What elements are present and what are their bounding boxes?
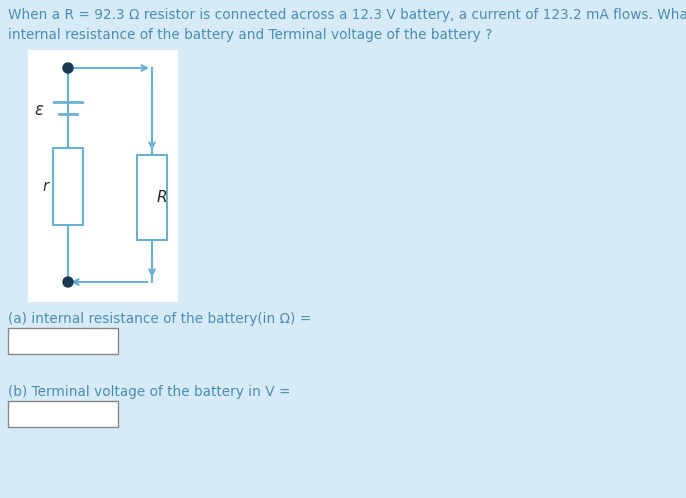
Text: R: R — [157, 190, 167, 205]
Text: (b) Terminal voltage of the battery in V =: (b) Terminal voltage of the battery in V… — [8, 385, 290, 399]
Text: internal resistance of the battery and Terminal voltage of the battery ?: internal resistance of the battery and T… — [8, 28, 493, 42]
Circle shape — [63, 277, 73, 287]
Bar — [137, 155, 167, 240]
Bar — [53, 148, 83, 225]
Text: (a) internal resistance of the battery(in Ω) =: (a) internal resistance of the battery(i… — [8, 312, 311, 326]
Bar — [28, 50, 178, 302]
Circle shape — [63, 63, 73, 73]
Text: r: r — [43, 179, 49, 194]
Text: When a R = 92.3 Ω resistor is connected across a 12.3 V battery, a current of 12: When a R = 92.3 Ω resistor is connected … — [8, 8, 686, 22]
Bar — [8, 328, 118, 354]
Text: ε: ε — [34, 101, 43, 119]
Bar — [8, 401, 118, 427]
